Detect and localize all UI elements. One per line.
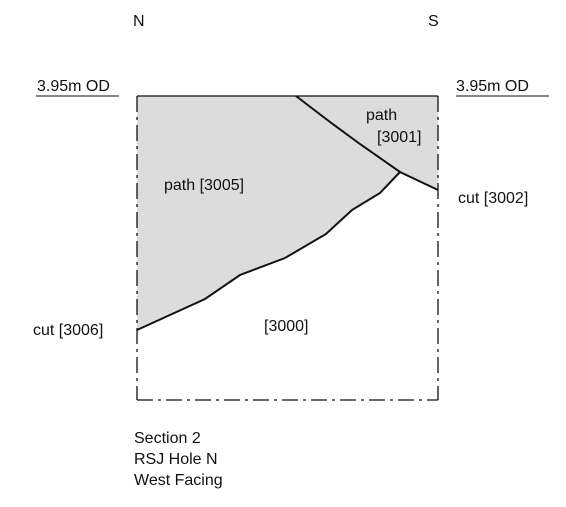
layer-path-3005-label: path [3005] [164,177,244,194]
caption-line-section: Section 2 [134,430,201,447]
datum-right-label: 3.95m OD [456,78,529,95]
section-caption: Section 2 RSJ Hole N West Facing [134,428,223,491]
layer-3000-label: [3000] [264,318,308,335]
caption-line-hole: RSJ Hole N [134,451,218,468]
layer-path-3001-label-line2: [3001] [377,129,421,146]
cut-3006-label: cut [3006] [33,322,103,339]
layer-path-3005-fill [137,96,400,330]
cut-3002-label: cut [3002] [458,190,528,207]
datum-left-label: 3.95m OD [37,78,110,95]
caption-line-facing: West Facing [134,472,223,489]
layer-path-3001-fill [296,96,438,190]
orientation-south-label: S [428,13,439,30]
cut-3002-line [295,95,439,191]
cut-3006-line [136,171,401,331]
orientation-north-label: N [133,13,145,30]
layer-path-3001-label-line1: path [366,107,397,124]
